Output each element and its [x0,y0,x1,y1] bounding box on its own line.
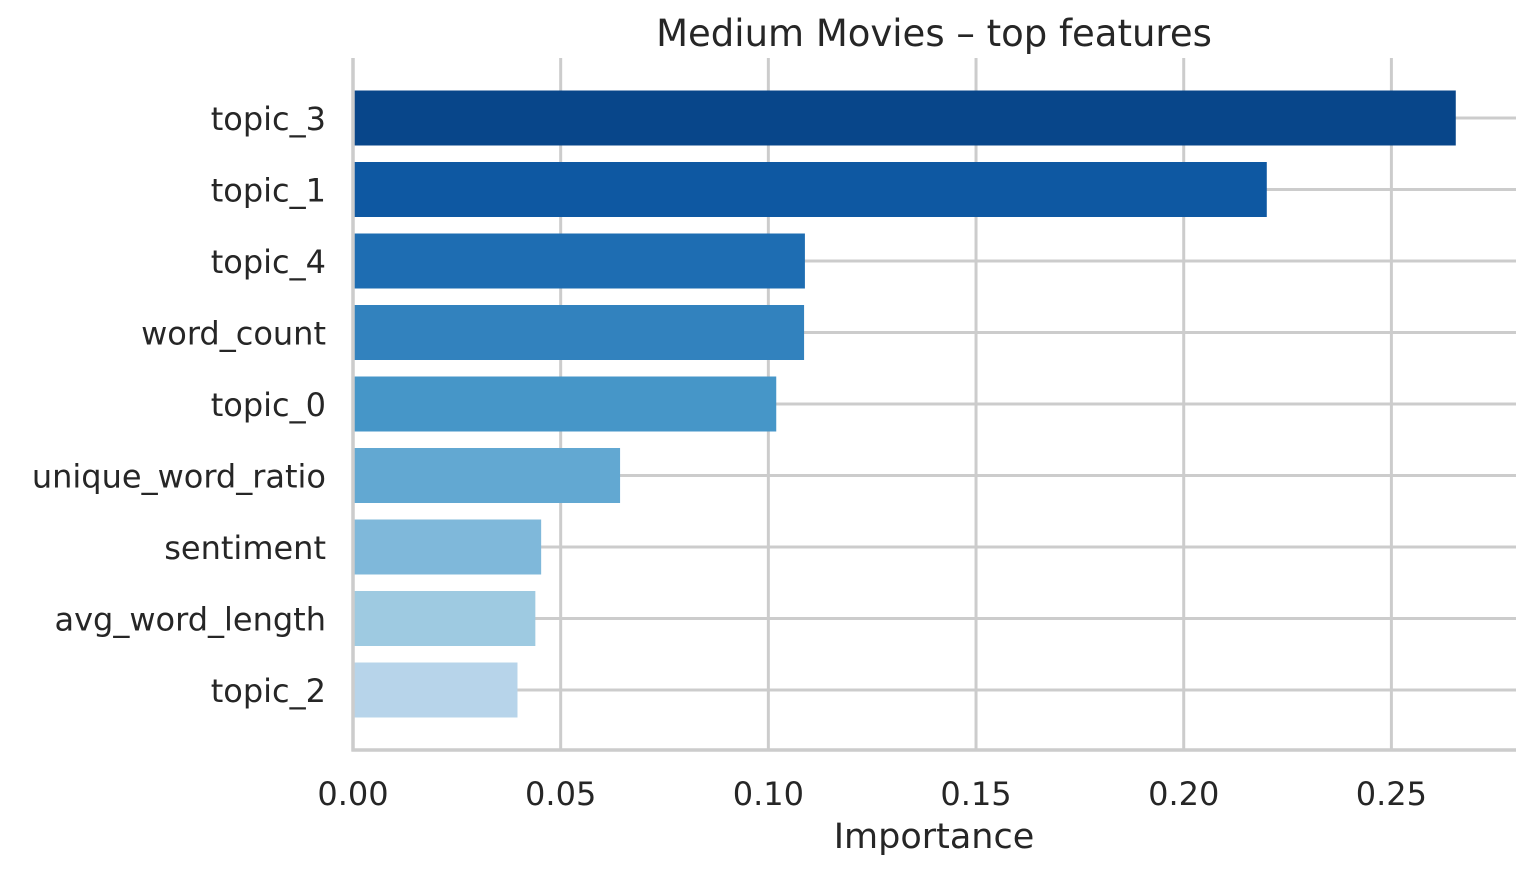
x-axis-label: Importance [834,817,1035,857]
bar-topic-4 [353,233,805,289]
y-tick-label: topic_0 [211,386,326,424]
y-tick-label: topic_4 [211,243,326,281]
y-tick-labels: topic_3 topic_1 topic_4 word_count topic_0un… [32,100,326,710]
x-tick-label: 0.00 [317,775,388,813]
bar-avg-word-length [353,591,536,646]
x-tick-label: 0.25 [1356,775,1427,813]
y-tick-label: sentiment [164,529,326,567]
x-tick-label: 0.15 [940,775,1011,813]
y-tick-label: unique_word_ratio [32,458,326,496]
bar-unique-word-ratio [353,448,621,503]
y-tick-label: topic_2 [211,672,326,710]
bar-topic-1 [353,162,1267,217]
x-tick-labels: 0.00 0.05 0.10 0.15 0.20 0.25 [317,775,1427,813]
x-tick-label: 0.05 [525,775,596,813]
bar-sentiment [353,519,542,575]
bar-topic-0 [353,376,777,432]
chart-title: Medium Movies – top features [656,12,1212,55]
bars [353,90,1456,718]
axis-spines [351,58,1516,752]
bar-word-count [353,305,805,360]
x-tick-label: 0.20 [1148,775,1219,813]
bar-topic-2 [353,662,518,718]
y-tick-label: topic_1 [211,172,326,210]
x-tick-label: 0.10 [733,775,804,813]
bar-topic-3 [353,90,1456,146]
y-tick-label: avg_word_length [54,601,326,639]
y-tick-label: topic_3 [211,100,326,138]
y-tick-label: word_count [141,315,326,353]
